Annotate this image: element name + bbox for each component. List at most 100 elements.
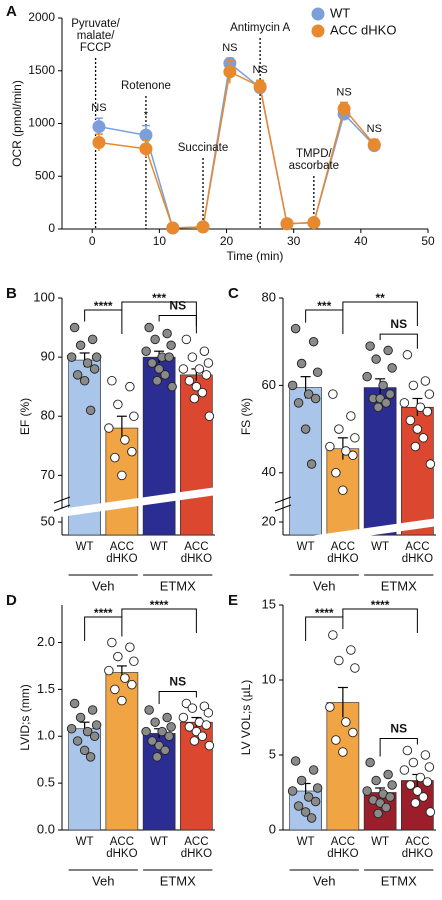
- data-point: [75, 712, 86, 723]
- x-tick-label: 20: [220, 234, 234, 248]
- y-tick-label: 50: [41, 513, 55, 528]
- data-point: [89, 364, 100, 374]
- data-point: [408, 757, 419, 768]
- significance-bracket: [342, 608, 418, 633]
- significance-bracket: [158, 690, 197, 704]
- data-point: [184, 376, 195, 386]
- point: [337, 102, 351, 116]
- panel-letter: D: [6, 592, 17, 609]
- x-tick-label: ACC dHKO: [327, 836, 359, 860]
- y-tick-label: 15: [262, 596, 276, 611]
- data-point: [306, 459, 317, 469]
- data-point: [383, 345, 393, 356]
- significance-bracket: [305, 309, 344, 334]
- data-point: [199, 346, 210, 356]
- point: [139, 142, 153, 156]
- data-point: [420, 376, 431, 386]
- data-point: [204, 411, 215, 421]
- point: [223, 65, 237, 79]
- legend-label: ACC dHKO: [330, 22, 396, 37]
- data-point: [402, 745, 413, 756]
- data-point: [166, 722, 176, 732]
- significance-label: ****: [315, 606, 334, 620]
- legend-marker: [311, 24, 325, 38]
- data-point: [385, 792, 395, 802]
- data-point: [296, 358, 307, 369]
- bar: [289, 387, 322, 536]
- data-point: [181, 334, 192, 345]
- data-point: [408, 380, 419, 391]
- data-point: [194, 364, 205, 374]
- data-point: [373, 808, 383, 819]
- x-tick-label: WT: [75, 836, 94, 848]
- data-point: [293, 801, 304, 811]
- significance-label: ****: [94, 299, 113, 313]
- significance-label: ***: [317, 299, 331, 313]
- data-point: [415, 772, 426, 783]
- data-point: [164, 731, 174, 742]
- y-axis-label: EF (%): [18, 398, 32, 435]
- data-point: [201, 720, 212, 730]
- y-tick-label: 90: [41, 349, 55, 364]
- data-point: [104, 665, 114, 676]
- data-point: [338, 485, 348, 496]
- data-point: [381, 398, 391, 408]
- data-point: [152, 376, 162, 386]
- break-mark: [53, 496, 71, 504]
- x-tick-label: WT: [75, 541, 94, 553]
- y-tick-label: 60: [262, 377, 276, 392]
- break-mark: [274, 496, 292, 504]
- data-point: [141, 346, 151, 356]
- data-point: [422, 406, 433, 417]
- data-point: [162, 328, 172, 339]
- data-point: [348, 727, 358, 738]
- data-point: [341, 446, 351, 456]
- significance-label: NS: [252, 64, 267, 76]
- data-point: [312, 367, 323, 378]
- data-point: [178, 712, 189, 723]
- data-point: [293, 398, 304, 408]
- data-point: [117, 695, 127, 706]
- data-point: [287, 786, 298, 796]
- y-tick-label: 1000: [28, 116, 55, 130]
- significance-label: NS: [336, 86, 351, 98]
- y-tick-label: 100: [33, 289, 55, 304]
- group-label: ETMX: [160, 873, 196, 888]
- y-tick-label: 80: [41, 408, 55, 423]
- data-point: [308, 765, 319, 775]
- data-point: [178, 364, 189, 374]
- significance-bracket: [84, 616, 123, 641]
- x-tick-label: WT: [150, 541, 169, 553]
- significance-bracket: [84, 309, 123, 334]
- significance-bracket: [121, 608, 197, 633]
- data-point: [422, 777, 433, 787]
- data-point: [150, 334, 160, 345]
- bar: [363, 387, 397, 536]
- y-tick-label: 1500: [28, 63, 55, 77]
- y-tick-label: 5: [269, 746, 276, 761]
- data-point: [85, 405, 96, 416]
- significance-label: NS: [169, 675, 186, 689]
- x-tick-label: ACC dHKO: [401, 541, 434, 565]
- data-point: [147, 736, 157, 746]
- data-point: [418, 433, 429, 443]
- y-tick-label: 20: [262, 513, 276, 528]
- data-point: [425, 459, 436, 469]
- x-tick-label: WT: [371, 836, 390, 848]
- point: [307, 216, 321, 230]
- group-label: Veh: [313, 578, 335, 593]
- y-axis-label: LV VOL;s (µL): [239, 680, 253, 755]
- y-tick-label: 500: [35, 168, 55, 182]
- panel-letter: B: [6, 285, 17, 302]
- data-point: [107, 637, 117, 648]
- data-point: [117, 470, 127, 481]
- point: [280, 217, 294, 231]
- data-point: [310, 393, 321, 404]
- data-point: [405, 415, 416, 426]
- y-tick-label: 10: [262, 671, 276, 686]
- y-axis-label: FS (%): [239, 398, 253, 435]
- significance-label: **: [375, 291, 385, 305]
- x-tick-label: WT: [371, 541, 390, 553]
- y-tick-label: 1.5: [37, 681, 55, 696]
- data-point: [129, 411, 139, 421]
